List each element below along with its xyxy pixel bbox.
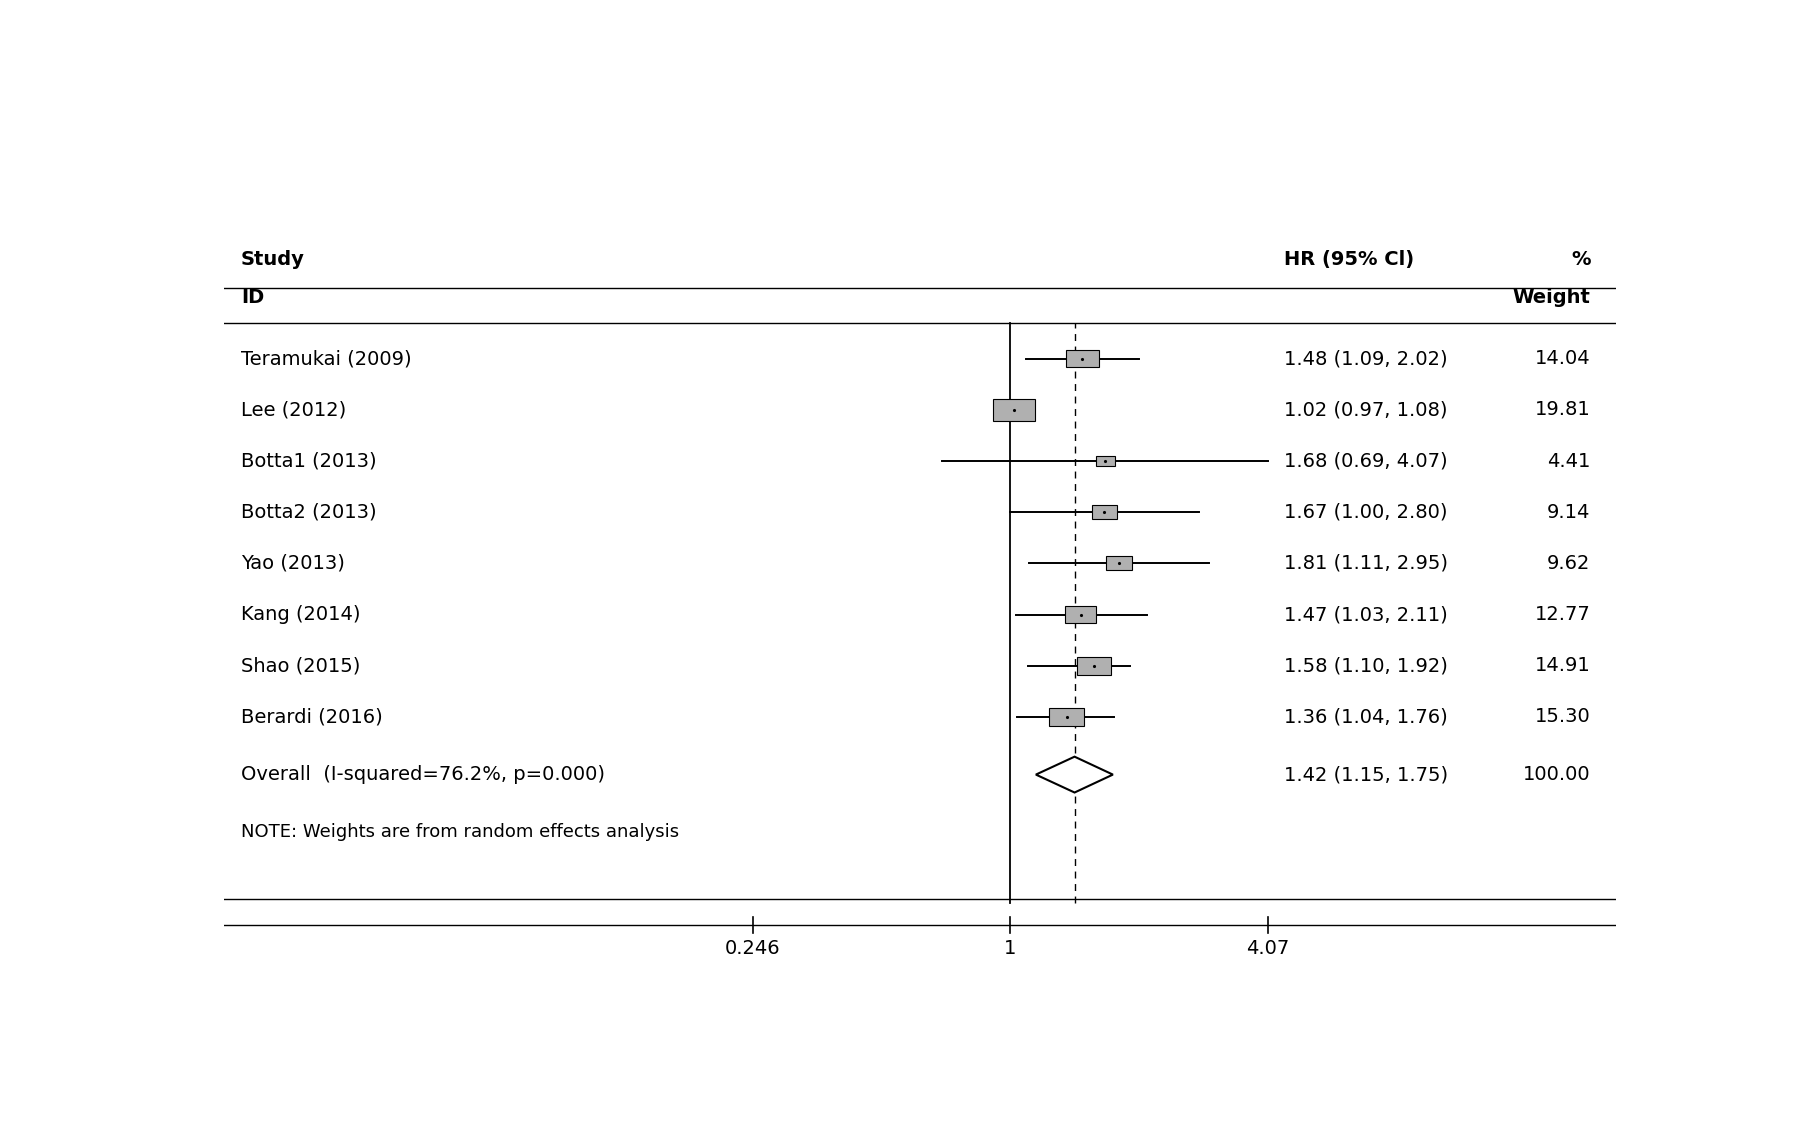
Text: Yao (2013): Yao (2013) <box>241 554 345 573</box>
Bar <box>1066 606 1097 623</box>
Text: Shao (2015): Shao (2015) <box>241 656 361 675</box>
Text: Study: Study <box>241 250 305 269</box>
Text: 14.91: 14.91 <box>1535 656 1590 675</box>
Text: 1.81 (1.11, 2.95): 1.81 (1.11, 2.95) <box>1285 554 1449 573</box>
Text: 4.41: 4.41 <box>1547 451 1590 470</box>
Text: Overall  (I-squared=76.2%, p=0.000): Overall (I-squared=76.2%, p=0.000) <box>241 765 605 784</box>
Text: 100.00: 100.00 <box>1522 765 1590 784</box>
Text: Botta2 (2013): Botta2 (2013) <box>241 503 377 522</box>
Text: 12.77: 12.77 <box>1535 605 1590 624</box>
Bar <box>1091 505 1116 519</box>
Text: 1.36 (1.04, 1.76): 1.36 (1.04, 1.76) <box>1285 708 1449 727</box>
Text: 15.30: 15.30 <box>1535 708 1590 727</box>
Text: NOTE: Weights are from random effects analysis: NOTE: Weights are from random effects an… <box>241 824 679 842</box>
Text: Lee (2012): Lee (2012) <box>241 401 346 420</box>
Text: 1.67 (1.00, 2.80): 1.67 (1.00, 2.80) <box>1285 503 1449 522</box>
Text: 9.62: 9.62 <box>1547 554 1590 573</box>
Text: 1.58 (1.10, 1.92): 1.58 (1.10, 1.92) <box>1285 656 1449 675</box>
Text: HR (95% Cl): HR (95% Cl) <box>1285 250 1414 269</box>
Bar <box>993 398 1034 421</box>
Text: 1: 1 <box>1003 939 1016 958</box>
Text: 1.48 (1.09, 2.02): 1.48 (1.09, 2.02) <box>1285 349 1449 368</box>
Text: 1.02 (0.97, 1.08): 1.02 (0.97, 1.08) <box>1285 401 1449 420</box>
Bar <box>1066 350 1099 368</box>
Bar <box>1077 656 1111 675</box>
Polygon shape <box>1036 756 1113 792</box>
Text: Kang (2014): Kang (2014) <box>241 605 361 624</box>
Bar <box>1097 456 1115 466</box>
Text: 1.68 (0.69, 4.07): 1.68 (0.69, 4.07) <box>1285 451 1449 470</box>
Text: Weight: Weight <box>1513 288 1590 307</box>
Text: 14.04: 14.04 <box>1535 349 1590 368</box>
Text: 1.47 (1.03, 2.11): 1.47 (1.03, 2.11) <box>1285 605 1449 624</box>
Text: 0.246: 0.246 <box>725 939 781 958</box>
Text: Teramukai (2009): Teramukai (2009) <box>241 349 411 368</box>
Text: 4.07: 4.07 <box>1246 939 1289 958</box>
Text: 9.14: 9.14 <box>1547 503 1590 522</box>
Text: ID: ID <box>241 288 264 307</box>
Text: Botta1 (2013): Botta1 (2013) <box>241 451 377 470</box>
Bar <box>1050 708 1084 726</box>
Bar <box>1106 557 1133 570</box>
Text: 19.81: 19.81 <box>1535 401 1590 420</box>
Text: Berardi (2016): Berardi (2016) <box>241 708 382 727</box>
Text: %: % <box>1571 250 1590 269</box>
Text: 1.42 (1.15, 1.75): 1.42 (1.15, 1.75) <box>1285 765 1449 784</box>
